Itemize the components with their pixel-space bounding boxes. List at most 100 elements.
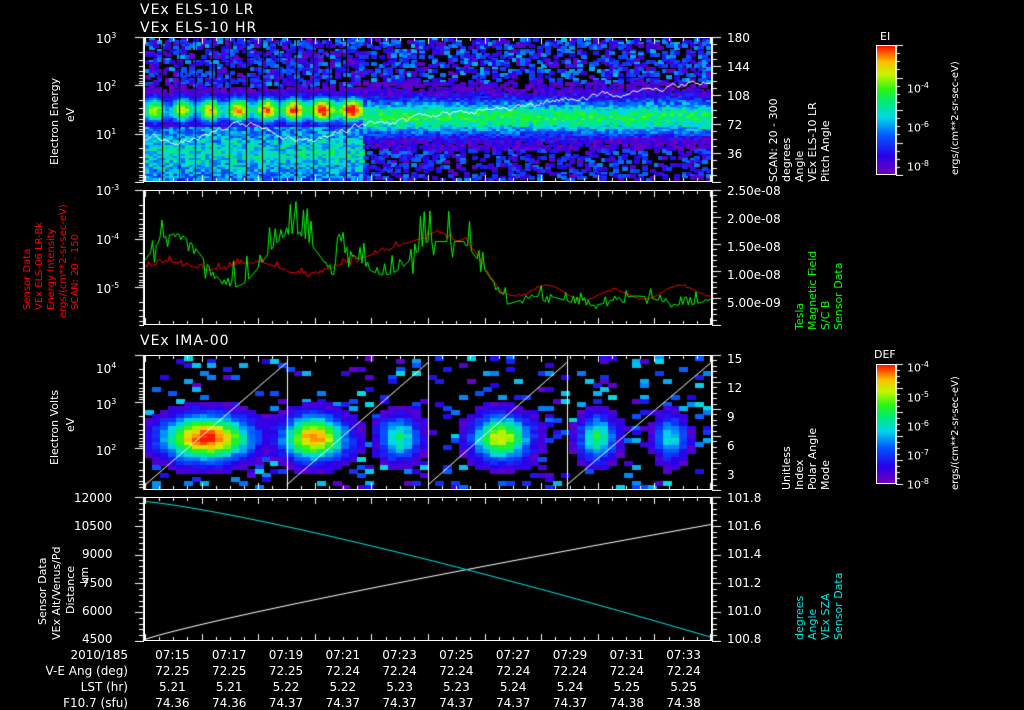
colorbar1-gradient xyxy=(877,46,895,174)
table-cell-r2-c8: 74.38 xyxy=(609,696,644,710)
colorbar1-units: ergs/(cm**2-sr-sec-eV) xyxy=(950,61,961,175)
table-cell-r1-c5: 5.23 xyxy=(443,680,470,694)
panel3-left-axis-label-1: Electron Volts xyxy=(48,389,61,465)
table-cell-r0-c8: 72.24 xyxy=(609,664,644,678)
time-tick-label-2: 07:19 xyxy=(268,648,304,662)
time-tick-label-8: 07:31 xyxy=(609,648,645,662)
panel4-ytick-12000: 12000 xyxy=(74,491,113,505)
time-tick-label-6: 07:27 xyxy=(495,648,531,662)
panel4-right-axis-label-4: degrees xyxy=(793,595,806,640)
panel1-right-axis-label-4: degrees xyxy=(780,137,793,182)
colorbar2-tick-1: 10-4 xyxy=(907,360,929,375)
table-cell-r2-c5: 74.37 xyxy=(439,696,474,710)
panel2-plot-area[interactable] xyxy=(144,190,712,325)
panel4-lines-canvas xyxy=(145,498,711,640)
panel1-plot-area[interactable] xyxy=(144,37,712,182)
panel1-rtick-108: 108 xyxy=(727,89,750,103)
table-cell-r1-c3: 5.22 xyxy=(329,680,357,694)
panel3-spectrogram-canvas xyxy=(145,356,711,489)
colorbar1-title: EI xyxy=(880,30,891,43)
panel4-ytick-4500: 4500 xyxy=(82,632,113,646)
panel2-left-axis-label-2: VEx ELS-06 LR-Bk xyxy=(34,221,45,310)
table-cell-r2-c4: 74.37 xyxy=(382,696,417,710)
table-row-label-ve-angle: V-E Ang (deg) xyxy=(45,664,128,678)
panel1-left-axis-label-1: Electron Energy xyxy=(48,77,61,165)
panel2-rtick-4: 1.00e-08 xyxy=(727,268,781,282)
table-row-label-date: 2010/185 xyxy=(70,648,129,662)
panel2-rtick-2: 2.00e-08 xyxy=(727,212,781,226)
colorbar1-tick-1: 10-4 xyxy=(907,81,929,96)
panel4-rtick-1: 101.8 xyxy=(727,491,762,505)
panel3-plot-area[interactable] xyxy=(144,355,712,490)
panel1-right-axis-label-1: Pitch Angle xyxy=(819,120,832,182)
colorbar1-tick-3: 10-8 xyxy=(907,159,929,174)
table-cell-r0-c0: 72.25 xyxy=(155,664,190,678)
panel2-left-axis-label-4: ergs/(cm**2-sr-sec-eV) xyxy=(58,204,69,318)
panel1-right-axis-label-2: VEx ELS-10 LR xyxy=(806,102,819,182)
panel1-title-lr: VEx ELS-10 LR xyxy=(140,2,255,18)
panel1-right-ticks xyxy=(712,36,724,183)
table-cell-r0-c2: 72.25 xyxy=(268,664,304,678)
panel3-left-ticks xyxy=(132,354,144,491)
table-cell-r0-c4: 72.24 xyxy=(382,664,417,678)
colorbar2-tick-4: 10-7 xyxy=(907,448,929,463)
panel1-left-axis-label-2: eV xyxy=(64,107,77,122)
panel2-ytick-1e5: 10-5 xyxy=(96,281,120,296)
panel2-rtick-1: 2.50e-08 xyxy=(727,184,781,198)
colorbar1-tick-2: 10-6 xyxy=(907,120,929,135)
panel4-plot-area[interactable] xyxy=(144,497,712,641)
panel4-right-axis-label-1: Sensor Data xyxy=(832,572,845,640)
table-cell-r2-c6: 74.37 xyxy=(496,696,531,710)
table-cell-r2-c1: 74.36 xyxy=(212,696,247,710)
table-cell-r1-c4: 5.23 xyxy=(386,680,413,694)
panel3-right-axis-label-3: Index xyxy=(793,459,806,490)
panel1-rtick-144: 144 xyxy=(727,60,750,74)
panel2-right-axis-label-3: Magnetic Field xyxy=(806,250,819,330)
colorbar2-ticks xyxy=(896,363,906,485)
colorbar1 xyxy=(876,45,896,175)
panel4-right-ticks xyxy=(712,496,724,642)
table-cell-r0-c1: 72.25 xyxy=(212,664,247,678)
panel3-ytick-1e3: 103 xyxy=(96,397,117,412)
panel3-right-axis-label-2: Polar Angle xyxy=(806,427,819,490)
panel1-spectrogram-canvas xyxy=(145,38,711,181)
panel2-left-axis-label-1: Sensor Data xyxy=(22,248,33,310)
panel3-rtick-3: 3 xyxy=(727,468,735,482)
panel2-ytick-1e3: 10-3 xyxy=(96,183,120,198)
table-cell-r2-c0: 74.36 xyxy=(155,696,190,710)
time-tick-label-4: 07:23 xyxy=(382,648,417,662)
panel1-rtick-36: 36 xyxy=(727,147,743,161)
table-cell-r1-c6: 5.24 xyxy=(499,680,527,694)
table-cell-r1-c2: 5.22 xyxy=(272,680,300,694)
panel3-rtick-15: 15 xyxy=(727,352,743,366)
panel2-left-ticks xyxy=(132,189,144,326)
panel4-rtick-6: 100.8 xyxy=(727,632,762,646)
panel2-lines-canvas xyxy=(145,191,711,324)
panel4-left-axis-label-2: VEx Alt/Venus/Pd xyxy=(50,546,63,640)
panel2-rtick-3: 1.50e-08 xyxy=(727,240,781,254)
time-tick-label-3: 07:21 xyxy=(325,648,361,662)
time-tick-label-7: 07:29 xyxy=(552,648,588,662)
panel4-rtick-5: 101.0 xyxy=(727,604,762,618)
colorbar2-title: DEF xyxy=(874,348,896,361)
time-tick-label-9: 07:33 xyxy=(666,648,701,662)
table-cell-r2-c3: 74.37 xyxy=(325,696,360,710)
panel2-right-axis-label-1: Sensor Data xyxy=(832,262,845,330)
table-cell-r0-c7: 72.24 xyxy=(552,664,588,678)
table-cell-r0-c6: 72.24 xyxy=(496,664,531,678)
table-cell-r0-c3: 72.24 xyxy=(325,664,360,678)
table-cell-r1-c1: 5.21 xyxy=(215,680,243,694)
panel2-right-axis-label-2: S/C B xyxy=(819,300,832,330)
panel3-rtick-12: 12 xyxy=(727,381,743,395)
table-cell-r0-c5: 72.24 xyxy=(439,664,474,678)
panel4-ytick-6000: 6000 xyxy=(82,604,113,618)
colorbar2-tick-2: 10-5 xyxy=(907,390,929,405)
time-tick-label-1: 07:17 xyxy=(211,648,247,662)
panel3-rtick-9: 9 xyxy=(727,410,735,424)
panel4-ytick-10500: 10500 xyxy=(74,519,113,533)
table-cell-r0-c9: 72.24 xyxy=(666,664,701,678)
panel4-ytick-7500: 7500 xyxy=(82,576,113,590)
panel3-right-ticks xyxy=(712,354,724,491)
panel3-rtick-6: 6 xyxy=(727,439,735,453)
